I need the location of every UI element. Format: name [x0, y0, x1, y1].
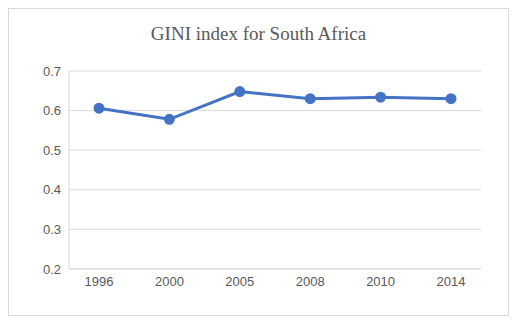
svg-text:2010: 2010: [366, 274, 395, 289]
html-text:GINI index for South Africa: GINI index for South Africa: [150, 23, 367, 44]
svg-text:0.2: 0.2: [43, 262, 61, 277]
svg-text:0.6: 0.6: [43, 103, 61, 118]
svg-text:0.3: 0.3: [43, 222, 61, 237]
svg-text:0.4: 0.4: [43, 182, 61, 197]
svg-text:1996: 1996: [85, 274, 114, 289]
svg-text:2008: 2008: [296, 274, 325, 289]
svg-text:2014: 2014: [437, 274, 466, 289]
svg-text:0.5: 0.5: [43, 143, 61, 158]
svg-text:0.7: 0.7: [43, 64, 61, 79]
svg-text:2005: 2005: [225, 274, 254, 289]
svg-text:2000: 2000: [155, 274, 184, 289]
